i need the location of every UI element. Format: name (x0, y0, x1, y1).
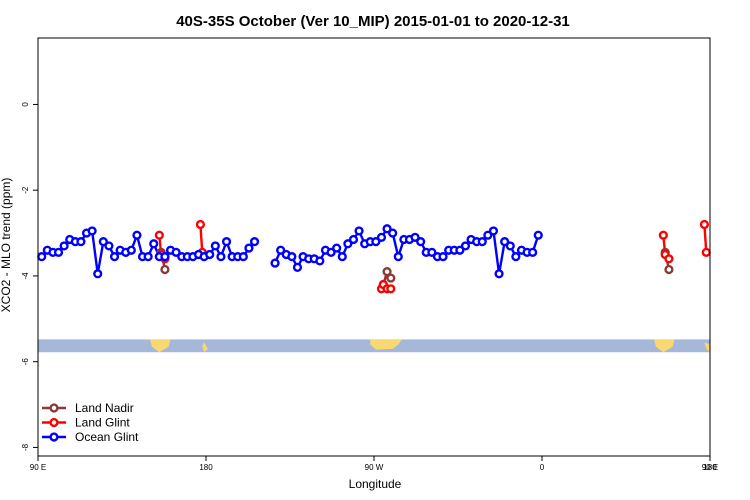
land-nadir-point (382, 267, 392, 277)
legend-label-land-nadir: Land Nadir (75, 401, 134, 415)
ocean-glint-point (244, 243, 254, 253)
land-nadir-point (664, 264, 674, 275)
ocean-glint-point (287, 252, 297, 262)
ocean-glint-point (511, 252, 521, 262)
ocean-glint-point (488, 226, 499, 236)
x-tick-label: 0 (540, 463, 545, 472)
ocean-glint-point (104, 241, 114, 251)
x-tick-label: 180 (199, 463, 213, 472)
ocean-glint-point (109, 252, 120, 262)
ocean-glint-point (505, 241, 515, 251)
land-glint-point (195, 219, 206, 230)
ocean-glint-point (53, 247, 64, 257)
y-axis-title: XCO2 - MLO trend (ppm) (0, 178, 13, 313)
ocean-glint-point (528, 247, 538, 257)
ocean-glint-point (205, 249, 215, 260)
ocean-glint-point (354, 226, 364, 236)
ocean-glint-point (343, 239, 353, 249)
ocean-glint-point (438, 252, 448, 262)
x-tick-label: 180 (703, 463, 717, 472)
ocean-glint-point (416, 237, 426, 247)
y-axis: 0 -2 -4 -6 -8 (21, 102, 38, 451)
ocean-glint-point (87, 226, 97, 236)
land-patch (704, 342, 710, 353)
ocean-glint-point (494, 269, 504, 279)
ocean-glint-point (348, 234, 359, 245)
ocean-glint-point (460, 241, 471, 251)
ocean-glint-point (210, 241, 220, 251)
ocean-glint-point (37, 252, 47, 262)
ocean-glint-point (477, 237, 487, 247)
land-glint-point (664, 254, 674, 264)
x-tick-label: 90 E (702, 463, 718, 472)
ocean-glint-point (132, 230, 142, 240)
ocean-glint-point (483, 230, 493, 240)
ocean-glint-point (315, 256, 325, 266)
x-tick-label: 90 E (30, 463, 46, 472)
ocean-glint-point (238, 252, 248, 262)
ocean-glint-point (76, 237, 86, 247)
y-tick-label: -2 (21, 186, 30, 194)
ocean-glint-point (388, 228, 398, 238)
legend-label-land-glint: Land Glint (75, 416, 130, 430)
ocean-glint-point (376, 232, 387, 242)
ocean-glint-point (410, 232, 420, 242)
ocean-glint-point (143, 252, 153, 262)
y-tick-label: -4 (21, 272, 30, 280)
land-nadir-point (160, 264, 170, 275)
land-glint-line (199, 224, 204, 253)
ocean-glint-point (332, 243, 342, 253)
land-glint-line (703, 224, 708, 253)
ocean-glint-point (337, 252, 347, 262)
y-tick-label: -6 (21, 358, 30, 366)
y-tick-label: 0 (21, 102, 30, 107)
land-patch (150, 339, 171, 353)
series-points (37, 219, 711, 294)
ocean-glint-point (98, 237, 108, 247)
ocean-glint-point (533, 230, 543, 240)
x-axis-title: Longitude (349, 477, 402, 491)
map-strip (38, 339, 710, 353)
ocean-glint-point (292, 262, 303, 272)
legend-marker-land-glint (49, 417, 59, 428)
ocean-glint-point (249, 237, 260, 247)
ocean-glint-point (500, 237, 510, 247)
ocean-glint-point (59, 241, 69, 251)
legend-marker-land-nadir (49, 403, 59, 413)
land-glint-point (154, 230, 164, 240)
ocean-glint-point (149, 239, 159, 249)
x-tick-label: 90 W (365, 463, 384, 472)
ocean-glint-point (171, 247, 181, 257)
ocean-glint-point (382, 224, 392, 234)
ocean-glint-point (276, 245, 286, 255)
ocean-glint-point (371, 237, 381, 247)
ocean-glint-point (427, 247, 437, 257)
land-glint-point (701, 247, 711, 257)
ocean-glint-point (160, 252, 170, 262)
land-patch (370, 339, 402, 350)
ocean-glint-point (126, 245, 136, 255)
ocean-glint-point (455, 245, 465, 255)
land-nadir-point (386, 273, 396, 283)
ocean-glint-point (93, 269, 103, 279)
land-glint-point (699, 219, 710, 230)
land-glint-point (658, 230, 668, 240)
land-glint-point (386, 284, 396, 294)
ocean-glint-point (221, 237, 232, 247)
land-patch (202, 342, 208, 353)
ocean-glint-point (326, 247, 336, 257)
y-tick-label: -8 (21, 443, 30, 451)
legend-marker-ocean-glint (49, 432, 59, 442)
ocean-glint-line (273, 227, 540, 275)
chart-title: 40S-35S October (Ver 10_MIP) 2015-01-01 … (176, 13, 570, 30)
plot-frame (37, 37, 711, 457)
ocean-glint-point (216, 252, 226, 262)
legend-label-ocean-glint: Ocean Glint (75, 430, 139, 444)
land-patch (654, 339, 675, 353)
ocean-glint-point (270, 258, 280, 268)
ocean-glint-point (393, 252, 403, 262)
